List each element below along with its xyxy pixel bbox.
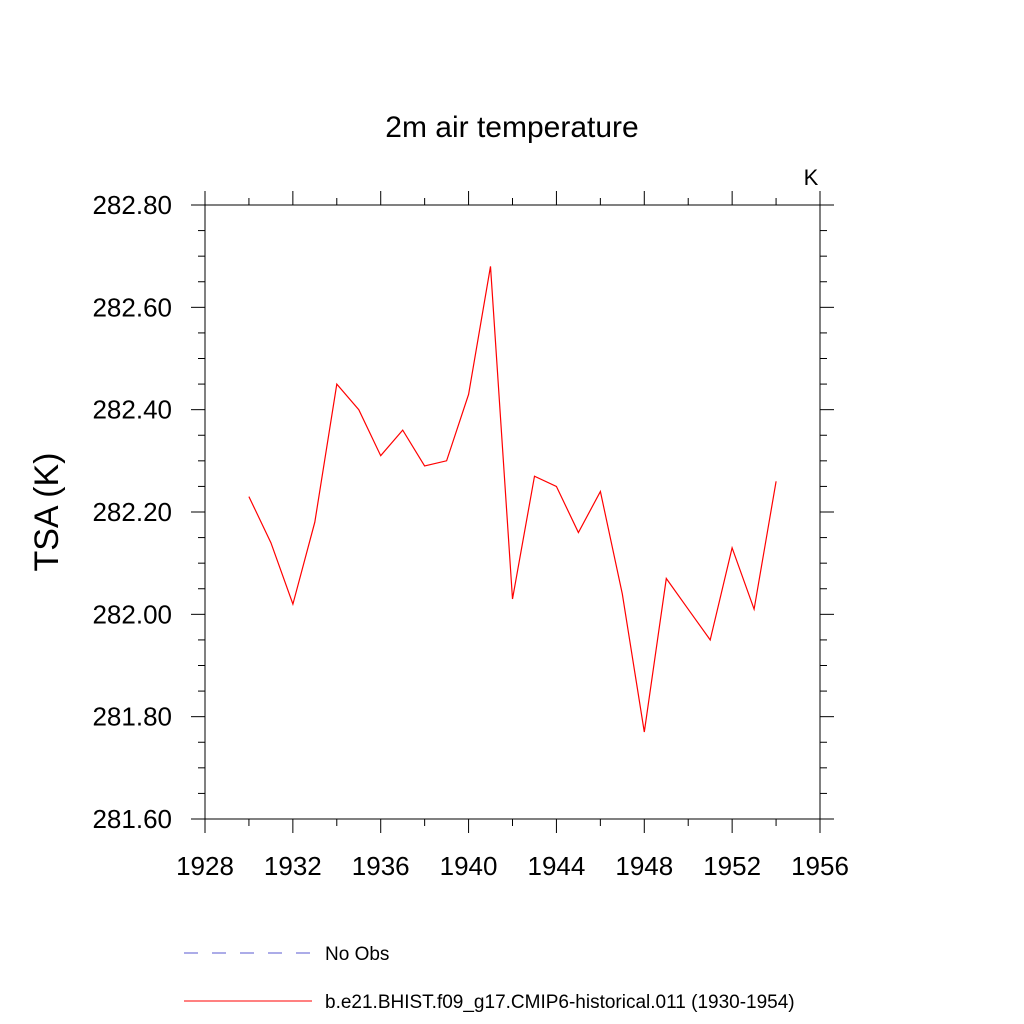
x-tick-label: 1956	[791, 851, 849, 881]
y-tick-label: 281.60	[92, 804, 172, 834]
y-tick-label: 282.80	[92, 190, 172, 220]
x-tick-label: 1936	[352, 851, 410, 881]
legend: No Obs b.e21.BHIST.f09_g17.CMIP6-historic…	[184, 944, 795, 1013]
y-tick-label: 282.40	[92, 395, 172, 425]
x-tick-label: 1932	[264, 851, 322, 881]
legend-label: No Obs	[325, 944, 389, 965]
plot-frame	[204, 204, 821, 820]
units-label: K	[804, 165, 819, 190]
y-tick-label: 282.60	[92, 292, 172, 322]
series-line	[248, 266, 777, 733]
legend-label: b.e21.BHIST.f09_g17.CMIP6-historical.011…	[325, 992, 795, 1013]
x-tick-label: 1948	[615, 851, 673, 881]
y-tick-label: 282.20	[92, 497, 172, 527]
y-tick-label: 282.00	[92, 599, 172, 629]
y-axis-label: TSA (K)	[28, 452, 66, 571]
x-tick-label: 1944	[528, 851, 586, 881]
y-tick-label: 281.80	[92, 702, 172, 732]
plot-area	[248, 266, 777, 733]
x-tick-label: 1952	[703, 851, 761, 881]
x-tick-label: 1940	[440, 851, 498, 881]
chart-title: 2m air temperature	[385, 111, 638, 144]
axes: 1928 1932 1936 1940 1944 1948 1952 1956 281.60 28…	[92, 190, 848, 881]
x-tick-label: 1928	[176, 851, 234, 881]
